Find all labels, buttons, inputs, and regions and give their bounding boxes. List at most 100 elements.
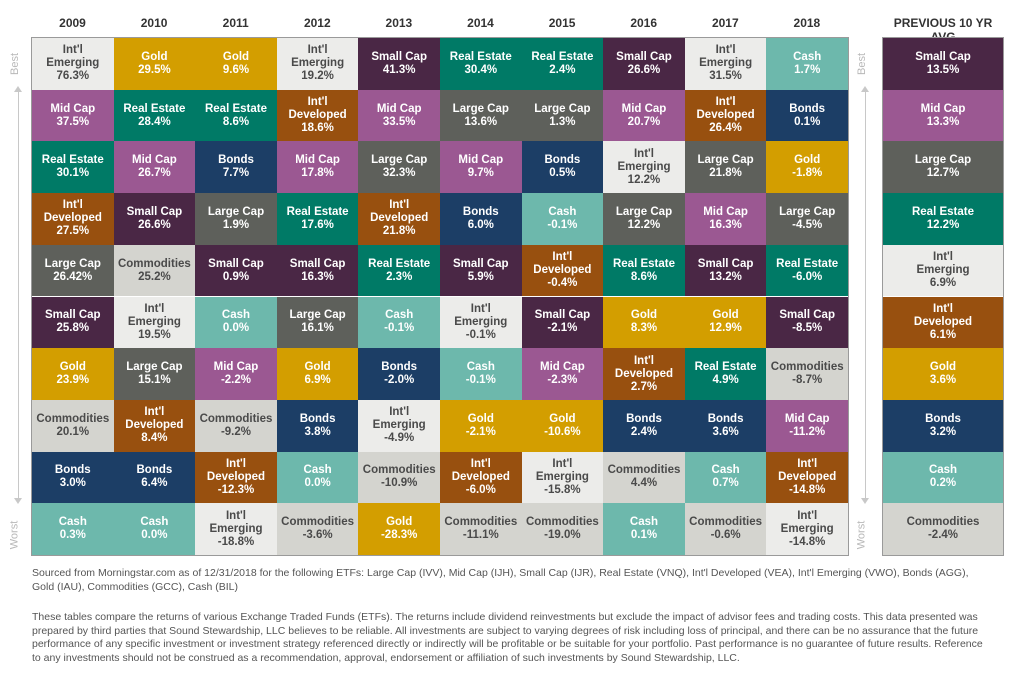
year-header-2017: 2017 bbox=[711, 16, 739, 30]
cell-2010-rank8-label: Int'l Developed bbox=[125, 406, 184, 432]
cell-2009-rank4-value: 27.5% bbox=[56, 225, 90, 238]
cell-2018-rank6-value: -8.5% bbox=[792, 322, 823, 335]
cell-2017-rank2: Int'l Developed 26.4% bbox=[684, 89, 767, 142]
cell-2012-rank1-value: 19.2% bbox=[301, 70, 334, 83]
cell-2011-rank5-label: Small Cap bbox=[208, 257, 264, 270]
cell-2012-rank10: Commodities -3.6% bbox=[276, 503, 359, 555]
cell-2013-rank6-label: Cash bbox=[385, 309, 414, 322]
cell-2014-rank10: Commodities -11.1% bbox=[440, 503, 522, 555]
cell-2018-rank8: Mid Cap -11.2% bbox=[766, 399, 848, 452]
cell-2018-rank9-value: -14.8% bbox=[788, 483, 826, 496]
cell-2018-rank4: Large Cap -4.5% bbox=[766, 193, 848, 245]
cell-2009-rank5-value: 26.42% bbox=[53, 270, 93, 283]
avg-cell-rank6-value: 6.1% bbox=[929, 328, 957, 341]
avg-cell-rank4-value: 12.2% bbox=[926, 218, 960, 231]
avg-cell-rank10-label: Commodities bbox=[906, 516, 980, 529]
cell-2013-rank9-label: Commodities bbox=[362, 464, 436, 477]
cell-2014-rank4-label: Bonds bbox=[462, 205, 499, 218]
cell-2016-rank10-label: Cash bbox=[629, 516, 659, 529]
cell-2017-rank1-value: 31.5% bbox=[709, 70, 742, 83]
cell-2011-rank10-value: -18.8% bbox=[217, 535, 255, 548]
cell-2018-rank8-label: Mid Cap bbox=[784, 412, 830, 425]
cell-2017-rank6-value: 12.9% bbox=[709, 322, 742, 335]
avg-cell-rank1-label: Small Cap bbox=[915, 50, 971, 63]
cell-2011-rank5: Small Cap 0.9% bbox=[195, 244, 277, 297]
cell-2010-rank6-label: Int'l Emerging bbox=[127, 302, 181, 328]
avg-cell-rank6: Int'l Developed 6.1% bbox=[883, 296, 1003, 349]
cell-2018-rank7-value: -8.7% bbox=[792, 374, 823, 387]
cell-2012-rank8: Bonds 3.8% bbox=[276, 399, 359, 452]
cell-2016-rank10: Cash 0.1% bbox=[603, 503, 685, 555]
cell-2015-rank2-value: 1.3% bbox=[549, 115, 576, 128]
cell-2012-rank3-label: Mid Cap bbox=[295, 154, 340, 167]
avg-cell-rank9: Cash 0.2% bbox=[883, 451, 1003, 504]
disclaimer-note: These tables compare the returns of vari… bbox=[32, 611, 983, 664]
cell-2018-rank4-label: Large Cap bbox=[779, 205, 836, 218]
cell-2010-rank2: Real Estate 28.4% bbox=[113, 89, 196, 142]
year-header-2014: 2014 bbox=[467, 16, 494, 30]
cell-2018-rank10-value: -14.8% bbox=[788, 535, 826, 548]
cell-2015-rank9-label: Int'l Emerging bbox=[535, 457, 589, 483]
cell-2009-rank6-value: 25.8% bbox=[56, 322, 90, 335]
cell-2013-rank2-label: Mid Cap bbox=[376, 102, 422, 115]
cell-2009-rank9-value: 3.0% bbox=[59, 477, 86, 490]
cell-2016-rank9-label: Commodities bbox=[607, 464, 681, 477]
cell-2015-rank4-value: -0.1% bbox=[547, 218, 578, 231]
avg-cell-rank9-label: Cash bbox=[928, 464, 958, 477]
cell-2009-rank6: Small Cap 25.8% bbox=[32, 296, 114, 349]
cell-2015-rank9-value: -15.8% bbox=[544, 483, 581, 496]
cell-2011-rank2-label: Real Estate bbox=[204, 102, 267, 115]
avg-cell-rank8-label: Bonds bbox=[925, 412, 961, 425]
cell-2011-rank8-label: Commodities bbox=[199, 412, 273, 425]
cell-2017-rank6-label: Gold bbox=[712, 309, 739, 322]
cell-2016-rank1-label: Small Cap bbox=[616, 50, 672, 63]
cell-2018-rank1: Cash 1.7% bbox=[766, 38, 848, 90]
left-best-label: Best bbox=[9, 52, 22, 76]
cell-2014-rank5-value: 5.9% bbox=[467, 270, 494, 283]
year-header-2012: 2012 bbox=[303, 16, 331, 30]
cell-2009-rank10: Cash 0.3% bbox=[32, 503, 114, 555]
cell-2014-rank6-label: Int'l Emerging bbox=[454, 302, 508, 328]
cell-2017-rank6: Gold 12.9% bbox=[684, 296, 767, 349]
avg-cell-rank5: Int'l Emerging 6.9% bbox=[883, 244, 1003, 297]
cell-2012-rank2-value: 18.6% bbox=[301, 122, 334, 135]
cell-2010-rank9: Bonds 6.4% bbox=[113, 451, 196, 504]
cell-2014-rank2-label: Large Cap bbox=[452, 102, 509, 115]
cell-2015-rank1-label: Real Estate bbox=[531, 50, 594, 63]
cell-2011-rank7-label: Mid Cap bbox=[213, 361, 259, 374]
cell-2015-rank6-label: Small Cap bbox=[534, 309, 591, 322]
avg-cell-rank10: Commodities -2.4% bbox=[883, 503, 1003, 555]
cell-2014-rank4-value: 6.0% bbox=[467, 218, 494, 231]
cell-2010-rank4-label: Small Cap bbox=[126, 205, 183, 218]
cell-2013-rank7: Bonds -2.0% bbox=[358, 348, 440, 400]
avg-cell-rank8-value: 3.2% bbox=[929, 425, 957, 438]
cell-2009-rank1-label: Int'l Emerging bbox=[46, 44, 100, 70]
cell-2017-rank4-value: 16.3% bbox=[709, 218, 742, 231]
cell-2010-rank10-label: Cash bbox=[140, 516, 169, 529]
cell-2012-rank5-value: 16.3% bbox=[301, 270, 334, 283]
cell-2017-rank1: Int'l Emerging 31.5% bbox=[684, 38, 767, 90]
cell-2016-rank8-label: Bonds bbox=[626, 412, 662, 425]
cell-2016-rank1: Small Cap 26.6% bbox=[603, 38, 685, 90]
cell-2011-rank1: Gold 9.6% bbox=[195, 38, 277, 90]
cell-2009-rank8-value: 20.1% bbox=[56, 425, 90, 438]
cell-2014-rank7-label: Cash bbox=[466, 361, 495, 374]
cell-2017-rank5: Small Cap 13.2% bbox=[684, 244, 767, 297]
cell-2009-rank10-label: Cash bbox=[58, 516, 87, 529]
cell-2017-rank10-label: Commodities bbox=[689, 516, 763, 529]
cell-2018-rank2-value: 0.1% bbox=[794, 115, 821, 128]
cell-2010-rank8: Int'l Developed 8.4% bbox=[113, 399, 196, 452]
cell-2012-rank4: Real Estate 17.6% bbox=[276, 193, 359, 245]
cell-2017-rank9: Cash 0.7% bbox=[684, 451, 767, 504]
cell-2010-rank3-value: 26.7% bbox=[138, 167, 171, 180]
cell-2010-rank1-label: Gold bbox=[141, 50, 168, 63]
avg-cell-rank3: Large Cap 12.7% bbox=[883, 141, 1003, 194]
cell-2012-rank10-value: -3.6% bbox=[302, 529, 333, 542]
cell-2011-rank10-label: Int'l Emerging bbox=[209, 509, 263, 535]
cell-2015-rank10-value: -19.0% bbox=[544, 529, 581, 542]
cell-2009-rank4: Int'l Developed 27.5% bbox=[32, 193, 114, 245]
cell-2015-rank7-label: Mid Cap bbox=[540, 361, 585, 374]
year-header-2015: 2015 bbox=[548, 16, 576, 30]
cell-2017-rank10-value: -0.6% bbox=[710, 529, 741, 542]
cell-2015-rank1-value: 2.4% bbox=[549, 63, 576, 76]
